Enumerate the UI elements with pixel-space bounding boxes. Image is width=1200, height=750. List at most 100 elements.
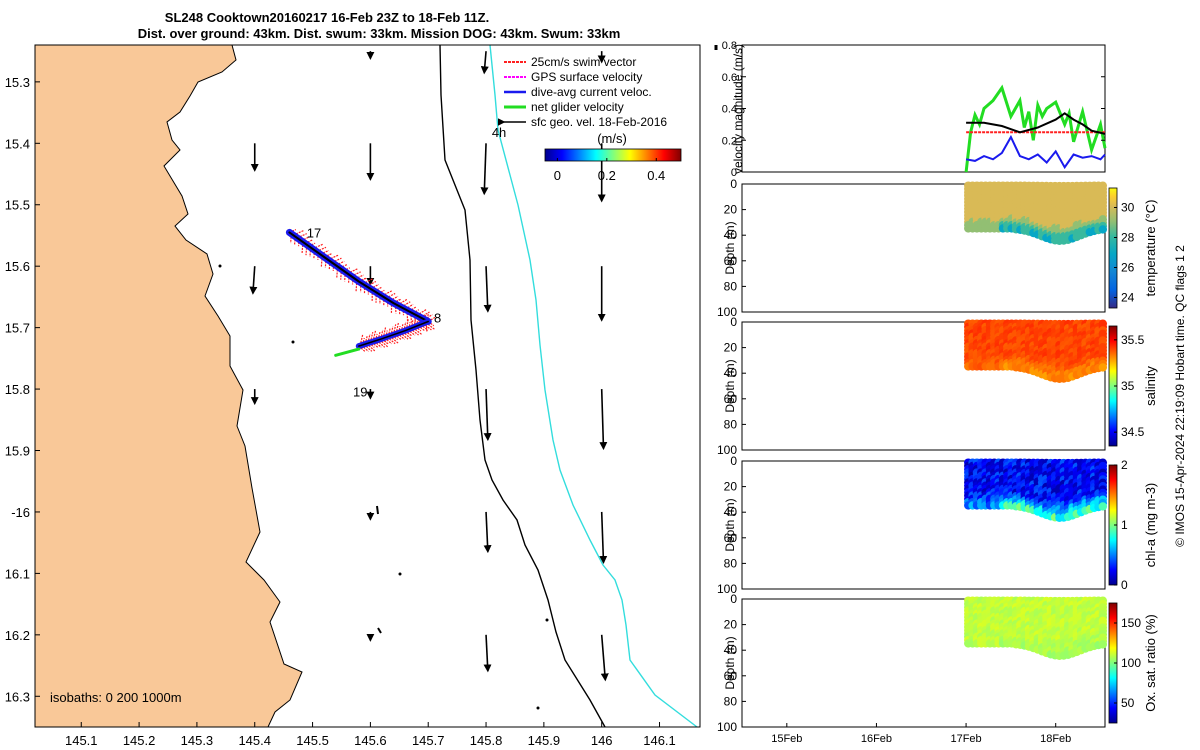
section-y-tick-label: 20 [724,203,738,217]
section-y-tick-label: 100 [717,582,737,596]
velocity-ylabel: velocity magnitude (m/s) [731,44,745,174]
section-colorbar [1108,187,1118,309]
section-y-tick-label: 0 [730,177,737,191]
section-colorbar-tick-label: 35.5 [1121,333,1145,347]
figure-title-line1: SL248 Cooktown20160217 16-Feb 23Z to 18-… [165,10,489,25]
map-frame [34,44,701,728]
sfc-geo-arrow [483,389,492,442]
velocity-panel: 0 0.2 0.4 0.6 0.8 velocity magnitude (m/s) [722,40,1107,179]
velocity-y-tick-label: 0.8 [722,40,737,52]
isobath-1000m [489,44,698,728]
sfc-geo-arrow [599,389,608,451]
track-return-core [358,320,429,347]
section-panel-oxygen: 0 20 40 60 80 100 Depth (m) 50 100 150 Ox. sat. ra… [717,592,1158,745]
legend-net: net glider velocity [531,100,624,114]
section-y-tick-label: 40 [724,643,738,657]
section-y-tick-label: 80 [724,417,738,431]
sfc-geo-vectors [249,51,609,682]
map-x-tick-label: 145.2 [123,733,156,748]
map-y-tick-label: 16.1 [5,566,30,581]
time-label: 19 [353,384,367,399]
legend-swim: 25cm/s swim vector [531,55,636,69]
velocity-y-tick-label: 0.6 [722,72,737,84]
velocity-series [964,84,1107,173]
section-colorbar-label: chl-a (mg m-3) [1143,483,1158,568]
map-y-tick-label: -16 [11,505,30,520]
section-y-tick-label: 40 [724,366,738,380]
section-y-tick-label: 0 [730,592,737,606]
section-y-tick-label: 60 [724,392,738,406]
velocity-y-tick-label: 0.4 [722,104,737,116]
map-y-tick-label: 15.7 [5,321,30,336]
map-x-tick-label: 145.5 [296,733,329,748]
track-final [334,347,361,357]
map-y-tick-label: 15.4 [5,136,30,151]
velocity-y-axis: 0 0.2 0.4 0.6 0.8 [722,40,1105,179]
time-labels: 17 8 19 4h [307,125,507,399]
sfc-geo-arrow [600,634,609,682]
section-frame [741,598,1106,728]
colorbar-tick-label: 0 [554,168,561,183]
isobath-200m [439,44,606,728]
section-colorbar-tick-label: 26 [1121,261,1135,275]
section-ylabel: Depth (m) [723,359,737,412]
figure-title-line2: Dist. over ground: 43km. Dist. swum: 33k… [138,26,621,41]
map-y-axis: 15.3 15.4 15.5 15.6 15.7 15.8 15.9 -16 16.1 16.2 1… [5,75,40,704]
map-colorbar: (m/s) 0 0.2 0.4 [544,131,682,183]
section-colorbar-tick-label: 35 [1121,379,1135,393]
credit-text: © IMOS 15-Apr-2024 22:19:09 Hobart time.… [1173,245,1187,547]
reef-dash [376,505,379,515]
section-y-tick-label: 40 [724,228,738,242]
section-colorbar-label: temperature (°C) [1143,200,1158,297]
map-x-tick-label: 145.1 [65,733,98,748]
reef-dash [377,627,382,634]
colorbar-tick-label: 0.4 [647,168,665,183]
section-colorbar-label: salinity [1143,366,1158,406]
map-x-tick-label: 145.8 [470,733,503,748]
map-y-tick-label: 15.5 [5,198,30,213]
sfc-geo-arrow [599,511,608,564]
section-colorbar-tick-label: 100 [1121,656,1141,670]
section-sample [1098,225,1108,234]
map-y-tick-label: 15.3 [5,75,30,90]
legend-sfc: sfc geo. vel. 18-Feb-2016 [531,115,667,129]
map-x-tick-label: 146.1 [643,733,676,748]
section-ylabel: Depth (m) [723,498,737,551]
reef-dot [536,706,540,710]
section-frame [741,183,1106,313]
map-y-tick-label: 16.3 [5,689,30,704]
map-y-tick-label: 15.9 [5,444,30,459]
section-y-tick-label: 20 [724,618,738,632]
section-x-tick-label: 16Feb [861,733,892,745]
reef-dot [218,264,222,268]
sfc-geo-arrow [249,266,258,295]
section-x-tick-label: 15Feb [771,733,802,745]
isobath-label: isobaths: 0 200 1000m [50,690,182,705]
sfc-geo-arrow [480,51,489,75]
section-sample [1098,363,1108,372]
land-coastline [35,45,303,727]
section-y-tick-label: 100 [717,720,737,734]
legend-gps: GPS surface velocity [531,70,642,84]
velocity-y-tick-label: 0 [731,167,737,179]
reef-dot [398,572,402,576]
sfc-geo-arrow [483,511,492,554]
section-y-tick-label: 60 [724,531,738,545]
section-sample [1098,640,1108,649]
map-y-tick-label: 16.2 [5,628,30,643]
sfc-geo-arrow [483,634,492,673]
section-y-tick-label: 80 [724,556,738,570]
section-x-tick-label: 17Feb [950,733,981,745]
map-x-tick-label: 145.3 [181,733,214,748]
sfc-geo-arrow [483,266,492,313]
legend-diveavg: dive-avg current veloc. [531,85,652,99]
section-panel-salinity: 0 20 40 60 80 100 Depth (m) 34.5 35 35.5 salinity [717,315,1158,457]
section-colorbar-tick-label: 30 [1121,201,1135,215]
section-colorbar-tick-label: 34.5 [1121,425,1145,439]
section-y-tick-label: 0 [730,315,737,329]
map-x-tick-label: 145.9 [528,733,561,748]
colorbar-tick-label: 0.2 [598,168,616,183]
section-ylabel: Depth (m) [723,221,737,274]
